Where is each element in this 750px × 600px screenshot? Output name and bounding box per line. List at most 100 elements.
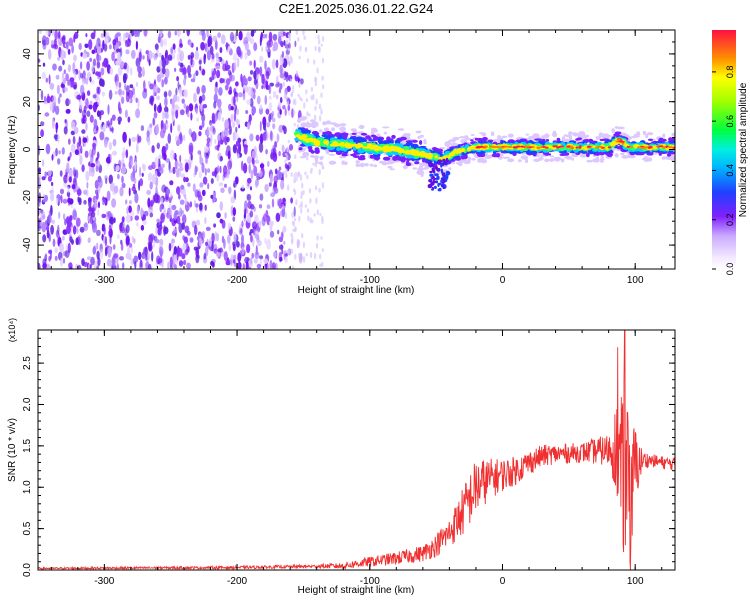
heatmap-speckle xyxy=(67,99,71,105)
heatmap-speckle xyxy=(227,46,231,51)
heatmap-speckle xyxy=(141,172,144,177)
heatmap-speckle xyxy=(169,180,174,186)
heatmap-speckle xyxy=(153,54,158,61)
heatmap-speckle xyxy=(149,233,155,240)
heatmap-speckle xyxy=(226,64,231,70)
heatmap-speckle xyxy=(278,198,283,209)
ridge-cell xyxy=(456,161,462,165)
heatmap-speckle xyxy=(67,242,71,254)
ridge-cell xyxy=(328,153,336,156)
ridge-cell xyxy=(435,148,444,153)
heatmap-speckle xyxy=(164,68,170,79)
heatmap-speckle xyxy=(246,156,252,165)
heatmap-speckle xyxy=(119,186,124,197)
heatmap-speckle xyxy=(159,30,163,38)
heatmap-speckle xyxy=(38,177,41,187)
heatmap-speckle xyxy=(299,96,302,100)
heatmap-speckle xyxy=(319,213,322,216)
heatmap-speckle xyxy=(94,179,99,189)
ridge-cell xyxy=(362,142,366,146)
heatmap-speckle xyxy=(138,180,141,192)
heatmap-speckle xyxy=(279,57,284,65)
ridge-cell xyxy=(368,139,375,142)
heatmap-speckle xyxy=(115,60,120,66)
heatmap-speckle xyxy=(136,222,139,227)
heatmap-speckle xyxy=(286,85,291,92)
heatmap-speckle xyxy=(96,265,100,269)
heatmap-speckle xyxy=(320,43,323,47)
heatmap-speckle xyxy=(242,184,244,190)
heatmap-speckle xyxy=(223,136,227,143)
heatmap-speckle xyxy=(275,59,279,69)
heatmap-speckle xyxy=(62,59,65,66)
heatmap-speckle xyxy=(320,236,323,240)
heatmap-speckle xyxy=(193,72,196,83)
heatmap-speckle xyxy=(76,142,80,150)
heatmap-speckle xyxy=(159,204,163,213)
ridge-cell xyxy=(470,139,474,142)
heatmap-speckle xyxy=(306,57,310,64)
heatmap-speckle xyxy=(217,32,222,38)
heatmap-speckle xyxy=(99,131,105,141)
heatmap-speckle xyxy=(139,259,143,268)
ridge-cell xyxy=(372,136,379,141)
ridge-cell xyxy=(458,149,464,153)
heatmap-speckle xyxy=(62,257,66,264)
heatmap-speckle xyxy=(256,263,262,269)
heatmap-speckle xyxy=(78,42,82,51)
heatmap-speckle xyxy=(272,123,276,130)
heatmap-speckle xyxy=(242,93,246,101)
y-tick-label: 0 xyxy=(22,146,33,152)
ridge-cell xyxy=(586,152,590,158)
heatmap-speckle xyxy=(193,92,197,103)
ridge-cell xyxy=(360,132,368,136)
heatmap-speckle xyxy=(245,261,249,269)
ridge-cell xyxy=(378,147,386,150)
heatmap-speckle xyxy=(125,214,131,223)
ridge-cell xyxy=(386,140,394,144)
heatmap-speckle xyxy=(269,38,273,48)
heatmap-speckle xyxy=(289,55,292,62)
heatmap-speckle xyxy=(121,175,124,184)
heatmap-speckle xyxy=(250,186,252,191)
x-tick-label: -100 xyxy=(360,576,380,587)
heatmap-speckle xyxy=(205,241,208,246)
heatmap-speckle xyxy=(319,263,322,268)
heatmap-speckle xyxy=(296,124,300,129)
heatmap-speckle xyxy=(135,40,138,50)
heatmap-speckle xyxy=(155,226,158,235)
ridge-cell xyxy=(309,155,315,158)
heatmap-speckle xyxy=(107,251,112,258)
heatmap-speckle xyxy=(136,63,141,73)
ridge-cell xyxy=(464,137,471,141)
heatmap-speckle xyxy=(232,216,236,222)
heatmap-speckle xyxy=(147,263,152,269)
heatmap-speckle xyxy=(264,33,268,39)
heatmap-speckle xyxy=(47,48,52,60)
heatmap-speckle xyxy=(170,238,174,249)
heatmap-speckle xyxy=(104,246,108,257)
ridge-cell xyxy=(364,163,369,167)
heatmap-speckle xyxy=(110,153,112,163)
heatmap-speckle xyxy=(163,91,168,98)
heatmap-speckle xyxy=(310,95,313,100)
heatmap-speckle xyxy=(252,158,255,168)
ridge-cell xyxy=(444,141,452,146)
heatmap-speckle xyxy=(46,229,50,239)
heatmap-speckle xyxy=(155,186,158,195)
ridge-cell xyxy=(616,126,625,130)
heatmap-speckle xyxy=(86,181,89,189)
heatmap-speckle xyxy=(183,89,188,98)
heatmap-speckle xyxy=(251,106,256,115)
heatmap-speckle xyxy=(146,130,150,138)
heatmap-speckle xyxy=(50,224,54,235)
ridge-cell xyxy=(594,151,601,156)
heatmap-speckle xyxy=(266,239,271,250)
ridge-cell xyxy=(415,130,422,134)
heatmap-speckle xyxy=(272,147,277,158)
snr-panel: -300 -200 -100 0 100 0.0 0.5 1.0 1.5 2.0 2.5 Heigh… xyxy=(7,318,676,596)
ridge-cell xyxy=(469,145,477,150)
heatmap-speckle xyxy=(102,61,105,67)
heatmap-speckle xyxy=(38,58,41,63)
heatmap-speckle xyxy=(272,33,278,41)
